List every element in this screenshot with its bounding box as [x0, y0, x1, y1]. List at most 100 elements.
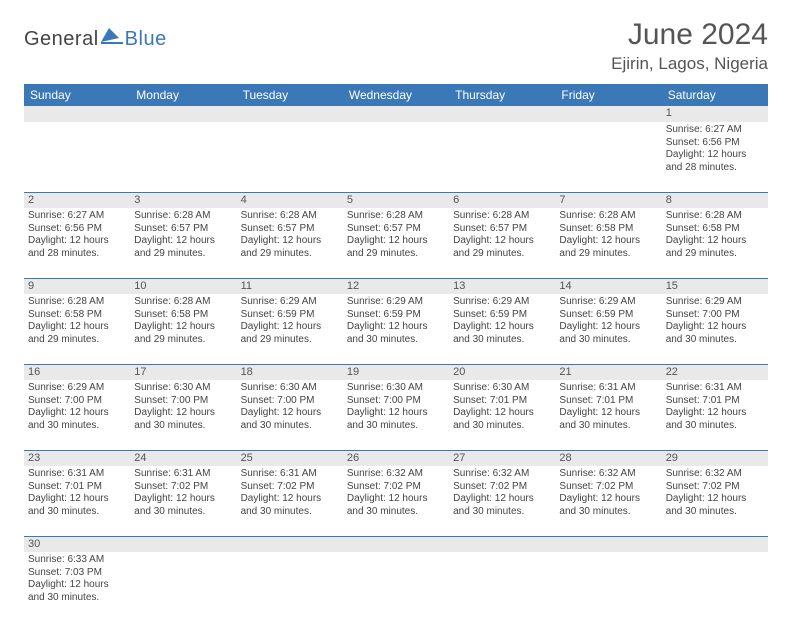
sunrise-text: Sunrise: 6:28 AM [347, 210, 445, 223]
sunrise-text: Sunrise: 6:28 AM [666, 210, 764, 223]
sunrise-text: Sunrise: 6:30 AM [134, 382, 232, 395]
daylight-text: and 29 minutes. [134, 334, 232, 347]
day-number-row: 16171819202122 [24, 364, 768, 380]
day-number: 27 [449, 450, 555, 466]
col-tuesday: Tuesday [237, 84, 343, 106]
day-number: 16 [24, 364, 130, 380]
daylight-text: Daylight: 12 hours [134, 493, 232, 506]
day-cell: Sunrise: 6:28 AMSunset: 6:58 PMDaylight:… [662, 208, 768, 278]
sunset-text: Sunset: 6:58 PM [28, 309, 126, 322]
day-number: 12 [343, 278, 449, 294]
sunset-text: Sunset: 7:02 PM [559, 481, 657, 494]
day-number: 23 [24, 450, 130, 466]
sunrise-text: Sunrise: 6:29 AM [241, 296, 339, 309]
sunrise-text: Sunrise: 6:29 AM [666, 296, 764, 309]
sunset-text: Sunset: 7:01 PM [559, 395, 657, 408]
daylight-text: Daylight: 12 hours [666, 493, 764, 506]
sunrise-text: Sunrise: 6:28 AM [241, 210, 339, 223]
day-number [130, 106, 236, 122]
day-number: 4 [237, 192, 343, 208]
sunset-text: Sunset: 6:59 PM [453, 309, 551, 322]
day-number [343, 536, 449, 552]
day-number: 29 [662, 450, 768, 466]
day-cell: Sunrise: 6:29 AMSunset: 6:59 PMDaylight:… [449, 294, 555, 364]
daylight-text: Daylight: 12 hours [666, 149, 764, 162]
sunrise-text: Sunrise: 6:28 AM [134, 210, 232, 223]
day-number-row: 9101112131415 [24, 278, 768, 294]
day-number: 6 [449, 192, 555, 208]
day-number-row: 2345678 [24, 192, 768, 208]
daylight-text: Daylight: 12 hours [241, 493, 339, 506]
day-header-row: Sunday Monday Tuesday Wednesday Thursday… [24, 84, 768, 106]
sunset-text: Sunset: 7:02 PM [666, 481, 764, 494]
sunrise-text: Sunrise: 6:33 AM [28, 554, 126, 567]
day-cell: Sunrise: 6:27 AMSunset: 6:56 PMDaylight:… [662, 122, 768, 192]
day-cell: Sunrise: 6:28 AMSunset: 6:57 PMDaylight:… [130, 208, 236, 278]
daylight-text: Daylight: 12 hours [28, 407, 126, 420]
day-cell: Sunrise: 6:30 AMSunset: 7:00 PMDaylight:… [343, 380, 449, 450]
day-number-row: 23242526272829 [24, 450, 768, 466]
day-number: 24 [130, 450, 236, 466]
day-cell [343, 122, 449, 192]
col-wednesday: Wednesday [343, 84, 449, 106]
day-number: 14 [555, 278, 661, 294]
day-cell [130, 122, 236, 192]
daylight-text: Daylight: 12 hours [347, 235, 445, 248]
day-cell: Sunrise: 6:29 AMSunset: 6:59 PMDaylight:… [237, 294, 343, 364]
day-number: 30 [24, 536, 130, 552]
sunset-text: Sunset: 6:57 PM [453, 223, 551, 236]
header: General Blue June 2024 Ejirin, Lagos, Ni… [24, 18, 768, 74]
daylight-text: and 30 minutes. [453, 334, 551, 347]
daylight-text: Daylight: 12 hours [559, 493, 657, 506]
day-cell: Sunrise: 6:29 AMSunset: 6:59 PMDaylight:… [555, 294, 661, 364]
day-number: 9 [24, 278, 130, 294]
sunset-text: Sunset: 7:00 PM [347, 395, 445, 408]
daylight-text: Daylight: 12 hours [28, 321, 126, 334]
sunrise-text: Sunrise: 6:32 AM [559, 468, 657, 481]
daylight-text: Daylight: 12 hours [453, 321, 551, 334]
sunset-text: Sunset: 7:00 PM [241, 395, 339, 408]
daylight-text: Daylight: 12 hours [28, 493, 126, 506]
day-number: 21 [555, 364, 661, 380]
sunset-text: Sunset: 6:56 PM [28, 223, 126, 236]
sunset-text: Sunset: 6:57 PM [134, 223, 232, 236]
location: Ejirin, Lagos, Nigeria [611, 54, 768, 74]
sunset-text: Sunset: 7:02 PM [347, 481, 445, 494]
day-number-row: 1 [24, 106, 768, 122]
week-row: Sunrise: 6:27 AMSunset: 6:56 PMDaylight:… [24, 122, 768, 192]
sunrise-text: Sunrise: 6:28 AM [559, 210, 657, 223]
daylight-text: and 29 minutes. [347, 248, 445, 261]
col-friday: Friday [555, 84, 661, 106]
day-cell [237, 122, 343, 192]
sunset-text: Sunset: 7:01 PM [453, 395, 551, 408]
day-cell: Sunrise: 6:31 AMSunset: 7:01 PMDaylight:… [555, 380, 661, 450]
brand-logo: General Blue [24, 28, 167, 51]
day-number: 11 [237, 278, 343, 294]
sunrise-text: Sunrise: 6:31 AM [559, 382, 657, 395]
day-number: 18 [237, 364, 343, 380]
sunrise-text: Sunrise: 6:27 AM [28, 210, 126, 223]
col-thursday: Thursday [449, 84, 555, 106]
daylight-text: and 29 minutes. [241, 248, 339, 261]
day-cell [24, 122, 130, 192]
daylight-text: and 30 minutes. [241, 506, 339, 519]
day-cell: Sunrise: 6:31 AMSunset: 7:01 PMDaylight:… [24, 466, 130, 536]
daylight-text: and 30 minutes. [666, 334, 764, 347]
sunset-text: Sunset: 6:58 PM [666, 223, 764, 236]
daylight-text: Daylight: 12 hours [241, 321, 339, 334]
flag-icon [101, 28, 123, 51]
sunset-text: Sunset: 7:02 PM [134, 481, 232, 494]
sunset-text: Sunset: 7:01 PM [666, 395, 764, 408]
daylight-text: Daylight: 12 hours [347, 493, 445, 506]
day-number [343, 106, 449, 122]
day-cell: Sunrise: 6:28 AMSunset: 6:57 PMDaylight:… [343, 208, 449, 278]
day-cell: Sunrise: 6:28 AMSunset: 6:58 PMDaylight:… [130, 294, 236, 364]
sunset-text: Sunset: 7:00 PM [666, 309, 764, 322]
day-cell: Sunrise: 6:32 AMSunset: 7:02 PMDaylight:… [449, 466, 555, 536]
daylight-text: Daylight: 12 hours [666, 235, 764, 248]
sunrise-text: Sunrise: 6:29 AM [559, 296, 657, 309]
daylight-text: and 30 minutes. [134, 420, 232, 433]
daylight-text: and 30 minutes. [28, 420, 126, 433]
daylight-text: Daylight: 12 hours [134, 321, 232, 334]
day-number [555, 536, 661, 552]
